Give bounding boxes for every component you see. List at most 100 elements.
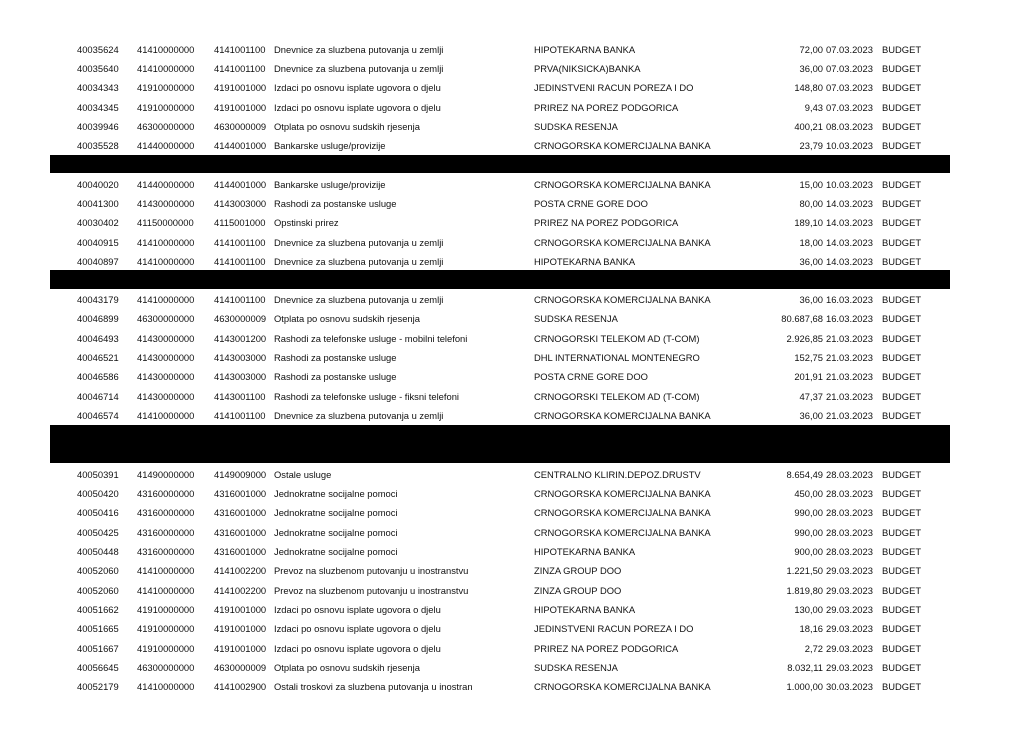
economic-code-cell: 4141002900 [214,681,267,693]
economic-code-cell: 4316001000 [214,545,267,557]
document-id-cell: 40046714 [77,390,119,402]
amount-cell: 8.032,11 [787,661,823,673]
payee-cell: HIPOTEKARNA BANKA [534,545,636,557]
table-row: 40035528 41440000000 4144001000 Bankarske u… [0,136,1024,155]
payee-cell: CRNOGORSKA KOMERCIJALNA BANKA [534,178,711,190]
amount-cell: 18,16 [799,623,823,635]
description-cell: Otplata po osnovu sudskih rjesenja [274,313,420,325]
document-id-cell: 40035640 [77,62,119,74]
document-id-cell: 40040020 [77,178,119,190]
table-row: 40052179 41410000000 4141002900 Ostali tros… [0,677,1024,696]
payee-cell: POSTA CRNE GORE DOO [534,371,648,383]
document-id-cell: 40050420 [77,487,119,499]
table-row: 40035640 41410000000 4141001100 Dnevnice za… [0,59,1024,78]
payee-cell: HIPOTEKARNA BANKA [534,603,636,615]
document-id-cell: 40040915 [77,236,119,248]
description-cell: Rashodi za telefonske usluge - fiksni te… [274,390,460,402]
account-code-cell: 41410000000 [137,43,195,55]
table-row: 40040897 41410000000 4141001100 Dnevnice za… [0,252,1024,271]
description-cell: Rashodi za postanske usluge [274,197,397,209]
document-id-cell: 40030402 [77,217,119,229]
economic-code-cell: 4141001100 [214,43,266,55]
payee-cell: HIPOTEKARNA BANKA [534,255,636,267]
amount-cell: 152,75 [794,352,823,364]
table-row: 40034345 41910000000 4191001000 Izdaci po o… [0,98,1024,117]
account-code-cell: 41910000000 [137,603,195,615]
amount-cell: 36,00 [799,255,823,267]
account-code-cell: 41410000000 [137,681,195,693]
redaction-bar [50,155,950,173]
table-row: 40050448 43160000000 4316001000 Jednokratne… [0,542,1024,561]
document-id-cell: 40046493 [77,332,119,344]
amount-cell: 2,72 [804,642,823,654]
table-row: 40056645 46300000000 4630000009 Otplata po … [0,658,1024,677]
description-cell: Jednokratne socijalne pomoci [274,545,398,557]
payee-cell: HIPOTEKARNA BANKA [534,43,636,55]
date-cell: 28.03.2023 [826,468,873,480]
payee-cell: SUDSKA RESENJA [534,313,618,325]
account-code-cell: 41430000000 [137,332,195,344]
account-code-cell: 43160000000 [137,526,195,538]
payee-cell: CRNOGORSKI TELEKOM AD (T-COM) [534,390,700,402]
payee-cell: SUDSKA RESENJA [534,120,618,132]
economic-code-cell: 4630000009 [214,313,267,325]
account-code-cell: 46300000000 [137,313,195,325]
amount-cell: 47,37 [799,390,823,402]
document-id-cell: 40050425 [77,526,119,538]
account-code-cell: 41430000000 [137,390,195,402]
account-code-cell: 41410000000 [137,236,195,248]
economic-code-cell: 4141001100 [214,236,266,248]
document-id-cell: 40043179 [77,294,119,305]
document-id-cell: 40050448 [77,545,119,557]
payee-cell: PRVA(NIKSICKA)BANKA [534,62,641,74]
payee-cell: CRNOGORSKA KOMERCIJALNA BANKA [534,140,711,152]
description-cell: Otplata po osnovu sudskih rjesenja [274,661,420,673]
date-cell: 30.03.2023 [826,681,873,693]
amount-cell: 1.000,00 [786,681,824,693]
document-id-cell: 40050391 [77,468,119,480]
funding-source-cell: BUDGET [882,603,922,615]
economic-code-cell: 4141002200 [214,584,267,596]
amount-cell: 8.654,49 [786,468,824,480]
date-cell: 21.03.2023 [826,371,873,383]
account-code-cell: 41410000000 [137,584,195,596]
amount-cell: 2.926,85 [786,332,824,344]
payee-cell: POSTA CRNE GORE DOO [534,197,648,209]
account-code-cell: 41410000000 [137,410,195,422]
amount-cell: 900,00 [794,545,823,557]
description-cell: Bankarske usluge/provizije [274,178,386,190]
table-row: 40051662 41910000000 4191001000 Izdaci po o… [0,600,1024,619]
table-row: 40034343 41910000000 4191001000 Izdaci po o… [0,78,1024,97]
amount-cell: 23,79 [799,140,823,152]
economic-code-cell: 4141001100 [214,255,266,267]
document-id-cell: 40052179 [77,681,119,693]
payee-cell: CRNOGORSKI TELEKOM AD (T-COM) [534,332,700,344]
document-id-cell: 40039946 [77,120,119,132]
funding-source-cell: BUDGET [882,371,922,383]
description-cell: Prevoz na sluzbenom putovanju u inostran… [274,565,469,577]
economic-code-cell: 4141001100 [214,62,266,74]
description-cell: Rashodi za telefonske usluge - mobilni t… [274,332,468,344]
economic-code-cell: 4141002200 [214,565,267,577]
funding-source-cell: BUDGET [882,584,922,596]
funding-source-cell: BUDGET [882,82,922,94]
economic-code-cell: 4630000009 [214,661,267,673]
table-row: 40040020 41440000000 4144001000 Bankarske u… [0,175,1024,194]
redaction-bar [50,270,950,289]
account-code-cell: 41430000000 [137,371,195,383]
table-row: 40046521 41430000000 4143003000 Rashodi za … [0,348,1024,367]
funding-source-cell: BUDGET [882,468,922,480]
row-group: 40035624 41410000000 4141001100 Dnevnice za… [0,40,1024,156]
document-id-cell: 40046586 [77,371,119,383]
economic-code-cell: 4141001100 [214,410,266,422]
funding-source-cell: BUDGET [882,642,922,654]
table-row: 40046574 41410000000 4141001100 Dnevnice za… [0,406,1024,425]
date-cell: 14.03.2023 [826,236,873,248]
date-cell: 29.03.2023 [826,565,873,577]
description-cell: Ostali troskovi za sluzbena putovanja u … [274,681,473,693]
amount-cell: 189,10 [794,217,823,229]
economic-code-cell: 4191001000 [214,623,267,635]
description-cell: Izdaci po osnovu isplate ugovora o djelu [274,603,441,615]
amount-cell: 148,80 [794,82,823,94]
description-cell: Dnevnice za sluzbena putovanja u zemlji [274,294,444,305]
